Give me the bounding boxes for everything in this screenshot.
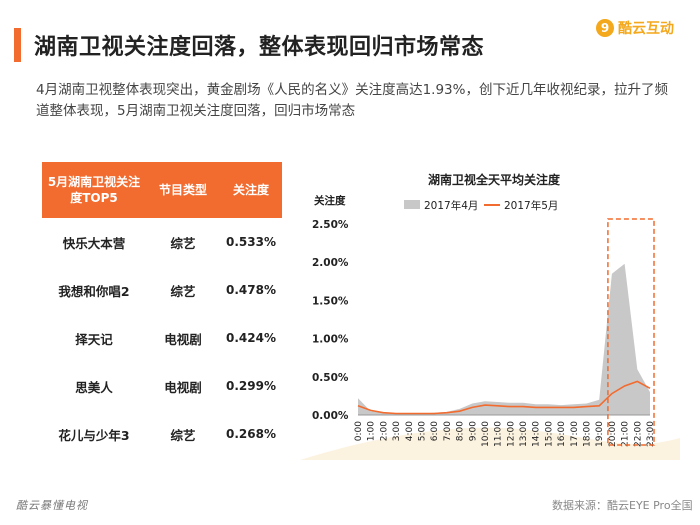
table-header: 5月湖南卫视关注度TOP5 节目类型 关注度 bbox=[42, 162, 282, 218]
footer-brand: 酷云暴懂电视 bbox=[16, 499, 88, 512]
program-name: 择天记 bbox=[75, 331, 113, 347]
y-tick-label: 2.50% bbox=[312, 219, 349, 231]
header-program: 5月湖南卫视关注度TOP5 bbox=[47, 175, 141, 205]
x-tick-label: 15:00 bbox=[544, 421, 554, 447]
top5-table: 5月湖南卫视关注度TOP5 节目类型 关注度 快乐大本营 综艺 0.533% 我… bbox=[42, 162, 282, 458]
legend-label-april: 2017年4月 bbox=[424, 199, 478, 212]
program-attention: 0.268% bbox=[226, 427, 276, 441]
y-tick-label: 0.50% bbox=[312, 372, 349, 384]
brand-logo: 9 酷云互动 bbox=[596, 18, 674, 38]
x-tick-label: 13:00 bbox=[519, 421, 529, 447]
x-tick-label: 4:00 bbox=[405, 421, 415, 441]
x-tick-label: 3:00 bbox=[392, 421, 402, 441]
y-tick-label: 2.00% bbox=[312, 257, 349, 269]
chart-title: 湖南卫视全天平均关注度 bbox=[428, 172, 561, 187]
x-tick-label: 6:00 bbox=[430, 421, 440, 441]
series-area-april bbox=[358, 263, 650, 415]
x-tick-label: 17:00 bbox=[570, 421, 580, 447]
y-tick-label: 1.00% bbox=[312, 334, 349, 346]
logo-text: 酷云互动 bbox=[618, 21, 674, 37]
x-tick-label: 20:00 bbox=[608, 421, 618, 447]
x-tick-label: 11:00 bbox=[494, 421, 504, 447]
x-tick-label: 0:00 bbox=[354, 421, 364, 441]
x-tick-label: 8:00 bbox=[456, 421, 466, 441]
y-axis-label: 关注度 bbox=[314, 194, 346, 207]
header-type: 节目类型 bbox=[158, 183, 207, 197]
x-tick-label: 23:00 bbox=[646, 421, 656, 447]
data-source: 数据来源：酷云EYE Pro全国 bbox=[552, 499, 693, 512]
x-tick-label: 1:00 bbox=[367, 421, 377, 441]
program-attention: 0.299% bbox=[226, 379, 276, 393]
program-attention: 0.424% bbox=[226, 331, 276, 345]
program-name: 思美人 bbox=[75, 379, 113, 395]
program-type: 综艺 bbox=[170, 283, 196, 299]
x-tick-label: 10:00 bbox=[481, 421, 491, 447]
series-line-may bbox=[357, 380, 651, 415]
program-type: 电视剧 bbox=[164, 331, 202, 347]
x-tick-label: 9:00 bbox=[468, 421, 478, 441]
x-tick-label: 7:00 bbox=[443, 421, 453, 441]
program-name: 花儿与少年3 bbox=[58, 427, 130, 443]
table-row: 花儿与少年3 综艺 0.268% bbox=[42, 410, 282, 458]
table-row: 思美人 电视剧 0.299% bbox=[42, 362, 282, 410]
table-row: 择天记 电视剧 0.424% bbox=[42, 314, 282, 362]
program-type: 综艺 bbox=[170, 427, 196, 443]
table-row: 快乐大本营 综艺 0.533% bbox=[42, 218, 282, 266]
legend-swatch-april bbox=[404, 200, 420, 209]
x-tick-label: 2:00 bbox=[379, 421, 389, 441]
header-attention: 关注度 bbox=[232, 183, 269, 197]
x-tick-label: 19:00 bbox=[595, 421, 605, 447]
x-tick-label: 16:00 bbox=[557, 421, 567, 447]
x-tick-label: 14:00 bbox=[532, 421, 542, 447]
page-title: 湖南卫视关注度回落，整体表现回归市场常态 bbox=[34, 35, 485, 60]
x-tick-label: 5:00 bbox=[417, 421, 427, 441]
program-attention: 0.478% bbox=[226, 283, 276, 297]
x-tick-label: 21:00 bbox=[621, 421, 631, 447]
program-type: 综艺 bbox=[170, 235, 196, 251]
program-type: 电视剧 bbox=[164, 379, 202, 395]
y-tick-label: 0.00% bbox=[312, 410, 349, 422]
x-tick-label: 12:00 bbox=[506, 421, 516, 447]
table-row: 我想和你唱2 综艺 0.478% bbox=[42, 266, 282, 314]
x-tick-label: 22:00 bbox=[633, 421, 643, 447]
x-tick-label: 18:00 bbox=[583, 421, 593, 447]
program-name: 快乐大本营 bbox=[62, 235, 126, 251]
legend-label-may: 2017年5月 bbox=[504, 199, 558, 212]
description-text: 4月湖南卫视整体表现突出，黄金剧场《人民的名义》关注度高达1.93%，创下近几年… bbox=[36, 82, 668, 119]
y-tick-label: 1.50% bbox=[312, 295, 349, 307]
program-name: 我想和你唱2 bbox=[58, 283, 130, 299]
background-wave bbox=[300, 427, 680, 460]
program-attention: 0.533% bbox=[226, 235, 276, 249]
logo-icon: 9 bbox=[596, 19, 614, 37]
title-accent-bar bbox=[14, 28, 21, 62]
